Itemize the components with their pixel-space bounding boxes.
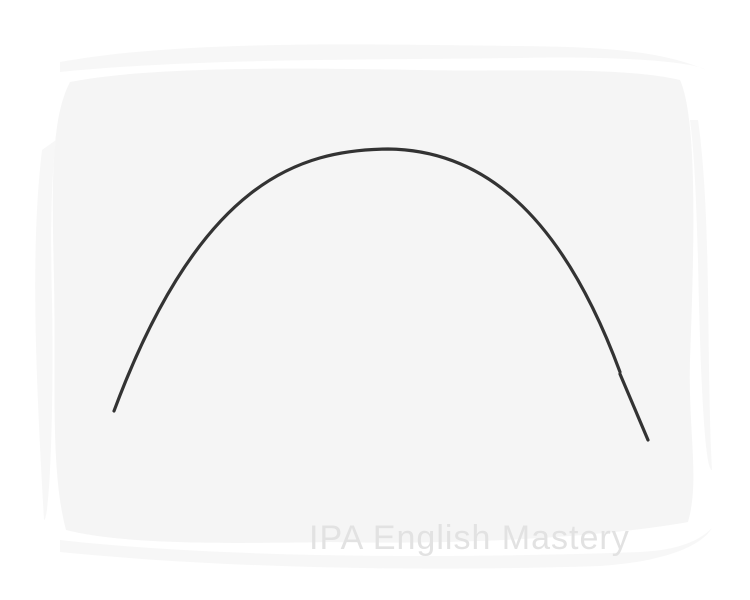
arc-curve-tail [618, 372, 650, 442]
panel-brush-stroke-top [60, 44, 706, 72]
panel-brush-stroke-bottom [60, 528, 712, 569]
panel-brush-stroke-left [35, 140, 56, 520]
arc-curve [112, 147, 622, 413]
panel-brush-stroke-right [690, 120, 712, 470]
background-panel [52, 68, 694, 543]
